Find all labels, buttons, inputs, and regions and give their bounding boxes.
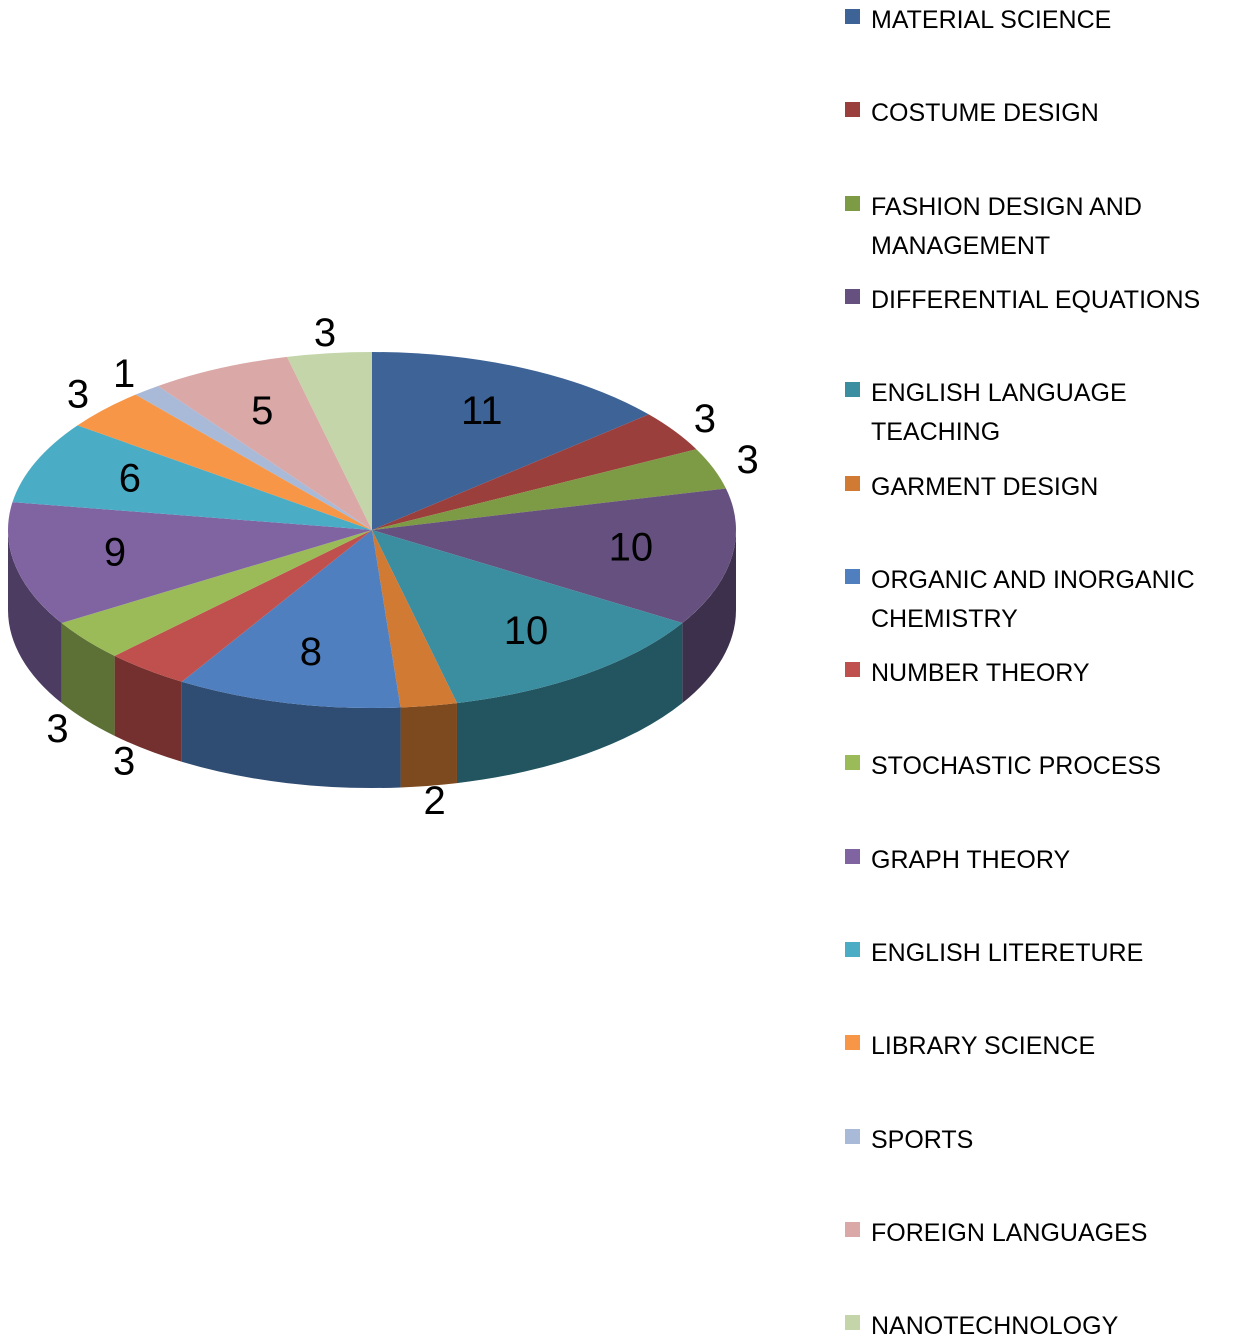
legend-swatch <box>845 382 860 398</box>
legend-item: ENGLISH LITERETURE <box>845 934 1210 973</box>
legend-item: STOCHASTIC PROCESS <box>845 747 1210 786</box>
slice <box>8 502 373 624</box>
slice <box>181 530 401 708</box>
slice <box>372 530 683 704</box>
legend-label: ORGANIC AND INORGANIC CHEMISTRY <box>871 565 1195 633</box>
legend-label: COSTUME DESIGN <box>871 99 1099 128</box>
legend-label: SPORTS <box>871 1125 974 1154</box>
legend-swatch <box>845 9 860 24</box>
legend-label: STOCHASTIC PROCESS <box>871 752 1161 781</box>
legend-swatch <box>845 755 860 771</box>
legend-swatch <box>845 662 860 678</box>
legend-label: GARMENT DESIGN <box>871 472 1099 501</box>
slice-side <box>456 623 683 784</box>
slice <box>372 449 726 530</box>
data-label: 11 <box>461 389 503 433</box>
legend-item: COSTUME DESIGN <box>845 94 1210 133</box>
legend-label: FASHION DESIGN AND MANAGEMENT <box>871 192 1142 260</box>
slice <box>114 530 372 682</box>
legend-label: NANOTECHNOLOGY <box>871 1312 1119 1339</box>
slice-side <box>61 623 115 736</box>
legend-item: FOREIGN LANGUAGES <box>845 1214 1210 1253</box>
data-label: 6 <box>119 457 141 501</box>
data-label: 10 <box>504 609 549 653</box>
legend-swatch <box>845 1221 860 1237</box>
data-label: 8 <box>300 630 322 674</box>
slice <box>61 530 373 656</box>
legend-swatch <box>845 1315 860 1331</box>
legend-swatch <box>845 848 860 864</box>
legend-swatch <box>845 195 860 211</box>
slice-side <box>181 681 401 788</box>
data-label: 3 <box>694 397 716 441</box>
legend-item: ORGANIC AND INORGANIC CHEMISTRY <box>845 561 1210 639</box>
legend-item: MATERIAL SCIENCE <box>845 1 1210 40</box>
legend-swatch <box>845 942 860 957</box>
legend-item: GARMENT DESIGN <box>845 468 1210 507</box>
slice <box>287 352 372 530</box>
slice <box>77 394 372 530</box>
data-label: 9 <box>104 531 126 575</box>
slice <box>12 425 372 530</box>
slice <box>372 488 736 624</box>
legend-item: FASHION DESIGN AND MANAGEMENT <box>845 188 1210 266</box>
data-label: 1 <box>113 352 135 396</box>
slice <box>372 352 649 530</box>
legend-label: MATERIAL SCIENCE <box>871 6 1112 34</box>
legend-swatch <box>845 102 860 118</box>
data-label: 3 <box>46 707 68 751</box>
legend-item: ENGLISH LANGUAGE TEACHING <box>845 374 1210 452</box>
legend-label: ENGLISH LITERETURE <box>871 939 1144 967</box>
slice-side <box>400 703 457 788</box>
legend-item: NANOTECHNOLOGY <box>845 1307 1210 1339</box>
legend-swatch <box>845 1035 860 1051</box>
legend-label: NUMBER THEORY <box>871 659 1090 688</box>
legend-label: LIBRARY SCIENCE <box>871 1032 1096 1061</box>
data-label: 5 <box>251 389 273 433</box>
slice-side <box>114 655 182 762</box>
legend-label: ENGLISH LANGUAGE TEACHING <box>871 379 1127 447</box>
data-label: 10 <box>609 526 654 570</box>
slice-side <box>8 530 62 704</box>
legend-swatch <box>845 288 860 304</box>
legend-swatch <box>845 1128 860 1144</box>
legend-item: GRAPH THEORY <box>845 841 1210 880</box>
data-label: 3 <box>67 373 89 417</box>
legend-label: GRAPH THEORY <box>871 845 1071 874</box>
slice <box>158 356 372 530</box>
legend-item: SPORTS <box>845 1121 1210 1160</box>
legend-swatch <box>845 568 860 584</box>
data-label: 3 <box>314 311 336 355</box>
slice <box>135 385 372 530</box>
data-label: 2 <box>424 779 446 823</box>
data-label: 3 <box>737 438 759 482</box>
legend-item: DIFFERENTIAL EQUATIONS <box>845 281 1210 320</box>
data-label: 3 <box>113 739 135 783</box>
legend-swatch <box>845 475 860 491</box>
legend-item: LIBRARY SCIENCE <box>845 1027 1210 1066</box>
slice <box>372 530 457 708</box>
legend-label: DIFFERENTIAL EQUATIONS <box>871 285 1201 314</box>
legend-label: FOREIGN LANGUAGES <box>871 1218 1148 1247</box>
legend-item: NUMBER THEORY <box>845 654 1210 693</box>
slice-side <box>682 530 736 704</box>
slice <box>372 414 697 530</box>
